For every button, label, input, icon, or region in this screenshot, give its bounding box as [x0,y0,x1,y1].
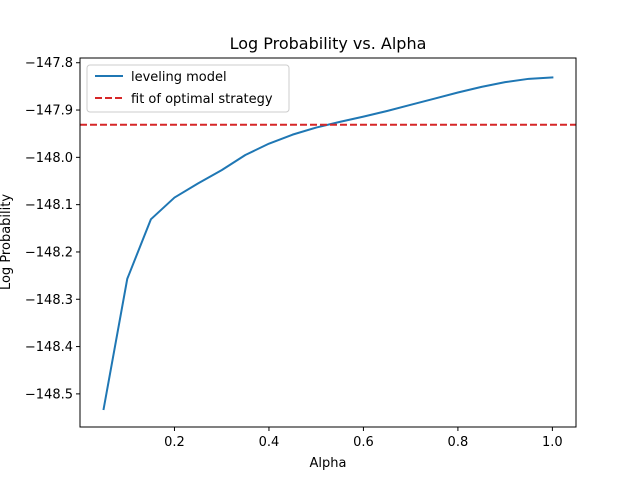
y-axis-title: Log Probability [0,194,14,290]
y-tick-label: −147.8 [25,56,73,71]
y-tick-label: −148.4 [25,340,73,355]
legend: leveling model fit of optimal strategy [86,64,290,113]
x-tick-label: 0.8 [448,435,469,450]
y-tick-label: −148.1 [25,198,73,213]
y-tick-label: −148.2 [25,245,73,260]
y-tick-label: −147.9 [25,104,73,119]
axes: 0.2 0.4 0.6 0.8 1.0 −148.5 −148.4 −148.3 −148.2 −… [25,56,577,450]
x-tick-label: 0.6 [353,435,374,450]
chart-title: Log Probability vs. Alpha [230,34,427,53]
legend-label: leveling model [131,70,227,85]
legend-box [86,64,290,113]
x-axis-title: Alpha [310,456,347,471]
axes-frame [79,57,577,428]
y-tick-label: −148.5 [25,387,73,402]
plot-area [80,76,576,411]
y-tick-label: −148.3 [25,293,73,308]
x-tick-label: 0.2 [164,435,185,450]
x-tick-label: 0.4 [259,435,280,450]
x-tick-label: 1.0 [542,435,563,450]
legend-label: fit of optimal strategy [131,92,273,107]
series-leveling-model-line [102,76,554,411]
y-tick-label: −148.0 [25,151,73,166]
